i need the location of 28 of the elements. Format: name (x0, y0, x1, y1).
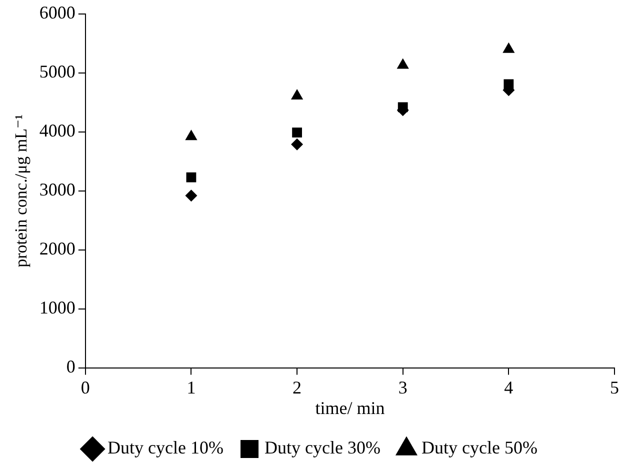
y-axis-title: protein conc./μg mL⁻¹ (12, 114, 31, 268)
point (504, 79, 514, 90)
x-tick-label: 3 (398, 377, 408, 398)
x-axis-title: time/ min (315, 398, 385, 418)
y-tick-label: 4000 (39, 120, 76, 141)
x-tick-label: 0 (80, 377, 90, 398)
y-tick-label: 6000 (39, 2, 76, 23)
y-tick-label: 2000 (39, 238, 76, 259)
legend-label: Duty cycle 50% (421, 438, 538, 458)
x-tick-label: 1 (186, 377, 196, 398)
y-tick-label: 3000 (39, 180, 76, 200)
point (290, 88, 304, 100)
y-tick-label: 0 (66, 356, 76, 377)
x-tick-label: 2 (292, 377, 302, 398)
y-tick-label: 5000 (39, 62, 76, 82)
point (185, 130, 198, 140)
point (185, 190, 198, 202)
point (292, 128, 302, 138)
point (291, 138, 304, 150)
y-tick-label: 1000 (39, 298, 76, 318)
point (186, 172, 196, 182)
point (398, 102, 408, 112)
x-tick-label: 4 (504, 377, 514, 398)
legend-label: Duty cycle 30% (264, 438, 380, 458)
x-tick-label: 5 (610, 377, 619, 398)
legend-label: Duty cycle 10% (108, 438, 224, 458)
point (502, 42, 515, 53)
point (396, 58, 409, 69)
